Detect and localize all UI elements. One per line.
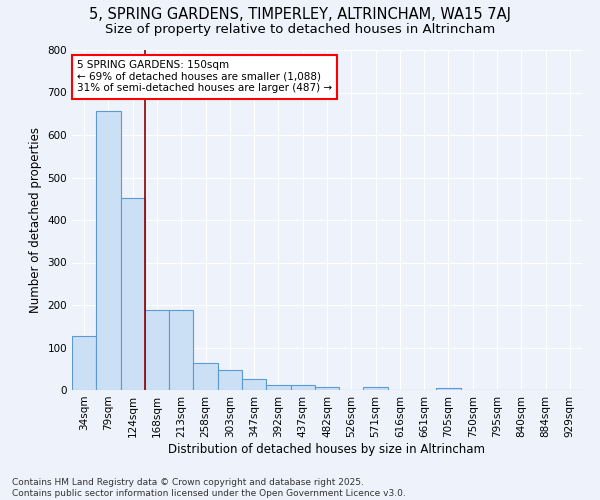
Bar bbox=[169, 310, 193, 390]
Bar bbox=[242, 378, 266, 390]
Y-axis label: Number of detached properties: Number of detached properties bbox=[29, 127, 42, 313]
Bar bbox=[72, 336, 96, 390]
Bar bbox=[436, 388, 461, 390]
Bar bbox=[145, 310, 169, 390]
Bar bbox=[96, 111, 121, 390]
Bar bbox=[218, 370, 242, 390]
X-axis label: Distribution of detached houses by size in Altrincham: Distribution of detached houses by size … bbox=[169, 442, 485, 456]
Text: 5 SPRING GARDENS: 150sqm
← 69% of detached houses are smaller (1,088)
31% of sem: 5 SPRING GARDENS: 150sqm ← 69% of detach… bbox=[77, 60, 332, 94]
Text: 5, SPRING GARDENS, TIMPERLEY, ALTRINCHAM, WA15 7AJ: 5, SPRING GARDENS, TIMPERLEY, ALTRINCHAM… bbox=[89, 8, 511, 22]
Text: Size of property relative to detached houses in Altrincham: Size of property relative to detached ho… bbox=[105, 22, 495, 36]
Text: Contains HM Land Registry data © Crown copyright and database right 2025.
Contai: Contains HM Land Registry data © Crown c… bbox=[12, 478, 406, 498]
Bar bbox=[193, 363, 218, 390]
Bar bbox=[266, 385, 290, 390]
Bar bbox=[290, 385, 315, 390]
Bar bbox=[121, 198, 145, 390]
Bar bbox=[364, 386, 388, 390]
Bar bbox=[315, 386, 339, 390]
